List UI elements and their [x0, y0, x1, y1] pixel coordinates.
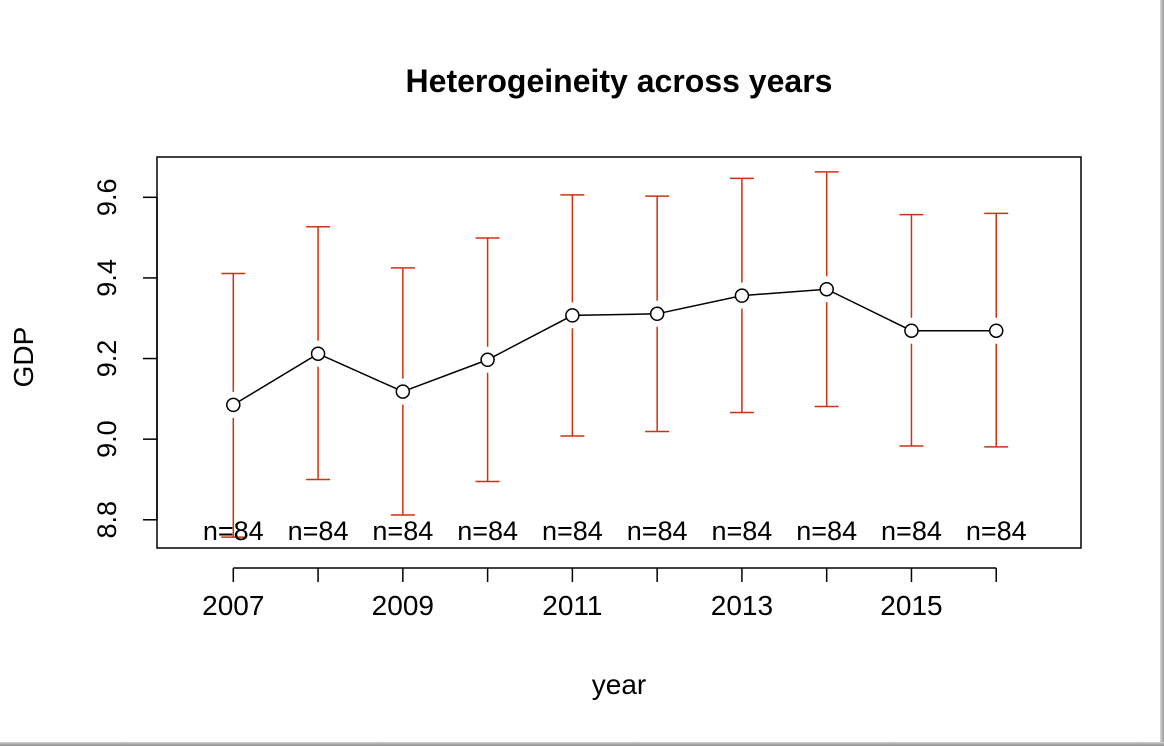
data-point	[395, 384, 411, 399]
x-tick-label: 2011	[542, 590, 602, 621]
data-point	[819, 281, 834, 297]
data-point	[988, 323, 1004, 338]
y-tick-label: 9.0	[92, 420, 122, 458]
y-tick-label: 8.8	[92, 501, 122, 539]
x-tick-label: 2013	[711, 590, 773, 621]
y-axis-label: GDP	[8, 327, 39, 388]
chart-title: Heterogeineity across years	[406, 63, 833, 99]
data-point	[226, 397, 241, 413]
data-point	[904, 323, 919, 338]
data-point	[310, 346, 326, 361]
y-tick-label: 9.6	[92, 179, 122, 217]
error-bars	[221, 171, 1009, 538]
y-tick-label: 9.4	[92, 259, 122, 297]
count-label: n=84	[288, 516, 349, 546]
y-axis: 8.8 9.0 9.2 9.4 9.6	[92, 179, 158, 539]
window-edge-bottom	[0, 742, 1164, 746]
count-label: n=84	[966, 516, 1027, 546]
count-annotations: n=84 n=84 n=84 n=84 n=84 n=84 n=84 n=84 n=84 n=84	[203, 516, 1027, 546]
data-point	[565, 308, 580, 323]
data-point	[734, 288, 750, 303]
count-label: n=84	[542, 516, 603, 546]
y-tick-label: 9.2	[92, 340, 122, 378]
count-label: n=84	[372, 516, 433, 546]
count-label: n=84	[457, 516, 518, 546]
x-axis: 2007 2009 2011 2013 2015	[202, 567, 997, 621]
x-tick-label: 2015	[880, 590, 942, 621]
x-tick-label: 2007	[202, 590, 264, 621]
count-label: n=84	[627, 516, 688, 546]
plot-frame	[156, 156, 1082, 549]
count-label: n=84	[203, 516, 264, 546]
count-label: n=84	[712, 516, 773, 546]
data-series	[220, 276, 1010, 418]
data-point	[480, 352, 495, 368]
count-label: n=84	[881, 516, 942, 546]
x-tick-label: 2009	[372, 590, 434, 621]
count-label: n=84	[796, 516, 857, 546]
data-point	[649, 306, 665, 322]
window-edge-right	[1160, 0, 1164, 746]
x-axis-label: year	[592, 669, 646, 700]
series-line	[232, 288, 997, 406]
